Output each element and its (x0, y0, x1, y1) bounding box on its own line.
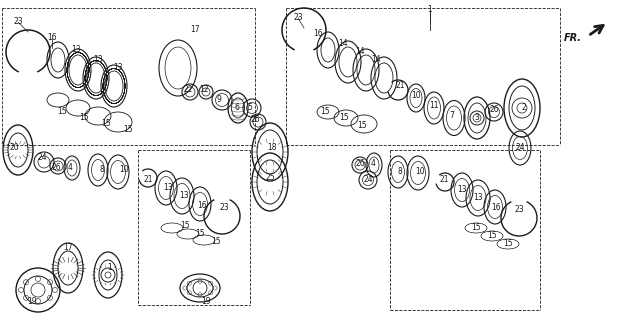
Text: 12: 12 (199, 85, 209, 94)
Text: 17: 17 (63, 244, 73, 252)
Text: 22: 22 (183, 85, 193, 94)
Text: 15: 15 (357, 121, 367, 130)
Text: 15: 15 (339, 114, 349, 123)
Text: 24: 24 (37, 154, 47, 163)
Text: 7: 7 (450, 111, 454, 121)
Text: 11: 11 (429, 101, 438, 110)
Text: 13: 13 (71, 45, 81, 54)
Text: 13: 13 (457, 186, 467, 195)
Text: 13: 13 (473, 194, 483, 203)
Text: 13: 13 (93, 55, 103, 65)
Text: 26: 26 (489, 106, 499, 115)
Text: 17: 17 (190, 26, 200, 35)
Text: 15: 15 (101, 119, 111, 129)
Text: 13: 13 (163, 183, 173, 193)
Text: 21: 21 (395, 82, 404, 91)
Text: 3: 3 (474, 114, 479, 123)
Text: 15: 15 (123, 125, 133, 134)
Text: 10: 10 (411, 92, 421, 100)
Text: 14: 14 (371, 55, 381, 65)
Text: 15: 15 (503, 239, 513, 249)
Text: 6: 6 (234, 103, 239, 113)
Text: 23: 23 (514, 205, 524, 214)
Text: 19: 19 (27, 298, 37, 307)
Text: 24: 24 (515, 143, 525, 153)
Text: 8: 8 (100, 165, 105, 174)
Text: 4: 4 (370, 159, 375, 169)
Text: 8: 8 (398, 167, 403, 177)
Text: 25: 25 (265, 173, 275, 182)
Text: FR.: FR. (564, 33, 582, 43)
Text: 5: 5 (248, 103, 253, 113)
Text: 4: 4 (67, 164, 72, 172)
Text: 18: 18 (267, 143, 277, 153)
Text: 23: 23 (13, 18, 23, 27)
Text: 23: 23 (219, 204, 229, 212)
Text: 15: 15 (57, 108, 67, 116)
Text: 15: 15 (487, 231, 497, 241)
Text: 26: 26 (51, 164, 61, 172)
Text: 1: 1 (108, 263, 112, 273)
Text: 21: 21 (143, 175, 152, 185)
Text: 21: 21 (439, 175, 449, 185)
Text: 23: 23 (293, 13, 303, 22)
Text: 26: 26 (355, 159, 365, 169)
Text: 16: 16 (197, 201, 207, 210)
Text: 13: 13 (113, 63, 123, 73)
Text: 15: 15 (180, 221, 190, 230)
Text: 15: 15 (195, 229, 205, 238)
Text: 19: 19 (201, 298, 211, 307)
Text: 14: 14 (338, 39, 348, 49)
Text: 13: 13 (179, 191, 189, 201)
Text: 10: 10 (119, 165, 129, 174)
Text: 24: 24 (363, 175, 373, 185)
Text: 26: 26 (250, 116, 260, 124)
Text: 15: 15 (471, 223, 481, 233)
Text: 10: 10 (415, 167, 425, 177)
Text: 15: 15 (320, 108, 330, 116)
Text: 16: 16 (491, 203, 501, 212)
Text: 1: 1 (428, 5, 432, 14)
Text: 14: 14 (355, 47, 365, 57)
Text: 2: 2 (522, 103, 527, 113)
Text: 15: 15 (211, 237, 220, 246)
Text: 15: 15 (79, 114, 89, 123)
Text: 20: 20 (9, 143, 19, 153)
Text: 16: 16 (47, 34, 57, 43)
Text: 16: 16 (313, 29, 323, 38)
Text: 9: 9 (217, 95, 221, 105)
